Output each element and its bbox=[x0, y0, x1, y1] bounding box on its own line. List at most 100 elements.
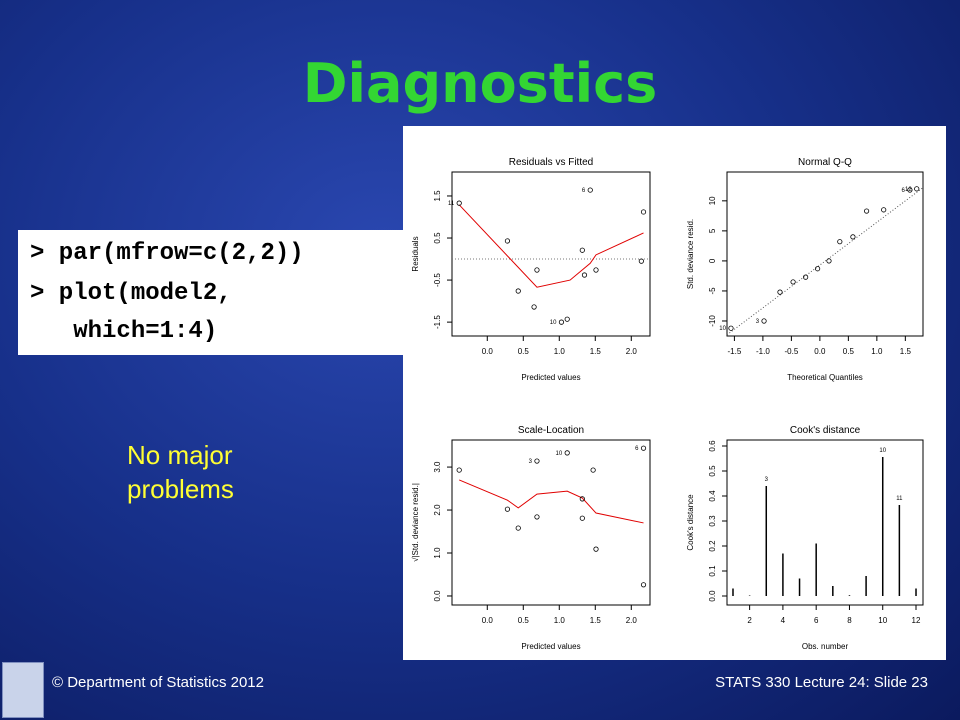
y-tick-label: 1.0 bbox=[433, 547, 442, 559]
x-tick-label: 1.5 bbox=[900, 347, 912, 356]
point bbox=[515, 288, 521, 294]
point bbox=[728, 325, 734, 331]
x-tick-label: 2.0 bbox=[626, 616, 638, 625]
y-axis-label: √|Std. deviance resid.| bbox=[411, 483, 420, 562]
point bbox=[564, 450, 570, 456]
point bbox=[579, 496, 585, 502]
point bbox=[534, 514, 540, 520]
point bbox=[761, 318, 767, 324]
x-axis-label: Obs. number bbox=[802, 642, 849, 651]
x-tick-label: 1.0 bbox=[871, 347, 883, 356]
plot-title: Cook's distance bbox=[790, 425, 861, 436]
point-label: 6 bbox=[635, 446, 639, 452]
point bbox=[850, 234, 856, 240]
plot-title: Normal Q-Q bbox=[798, 157, 852, 168]
smooth-line bbox=[458, 204, 644, 288]
x-tick-label: 8 bbox=[847, 616, 852, 625]
point-label: 11 bbox=[896, 496, 903, 502]
point bbox=[579, 247, 585, 253]
point bbox=[790, 279, 796, 285]
point bbox=[907, 187, 913, 193]
point-label: 10 bbox=[556, 451, 563, 457]
code-line: > plot(model2, bbox=[30, 280, 232, 307]
code-box: > par(mfrow=c(2,2)) > plot(model2, which… bbox=[18, 230, 404, 355]
point-label: 3 bbox=[765, 477, 769, 483]
y-tick-label: -10 bbox=[708, 315, 717, 327]
point bbox=[638, 258, 644, 264]
x-tick-label: 0.0 bbox=[814, 347, 826, 356]
plot-title: Residuals vs Fitted bbox=[509, 157, 593, 168]
point bbox=[881, 207, 887, 213]
x-tick-label: 1.5 bbox=[590, 616, 602, 625]
y-tick-label: 10 bbox=[708, 196, 717, 205]
x-tick-label: 0.5 bbox=[518, 347, 530, 356]
point bbox=[564, 316, 570, 322]
y-tick-label: -0.5 bbox=[433, 273, 442, 287]
point bbox=[640, 445, 647, 451]
x-tick-label: 10 bbox=[878, 616, 887, 625]
y-tick-label: 0.6 bbox=[708, 440, 717, 452]
point bbox=[456, 467, 462, 473]
y-axis-label: Residuals bbox=[411, 236, 420, 271]
x-axis-label: Predicted values bbox=[521, 642, 580, 651]
point bbox=[504, 506, 511, 512]
point bbox=[593, 546, 599, 552]
x-tick-label: 0.5 bbox=[843, 347, 855, 356]
x-tick-label: -1.0 bbox=[756, 347, 770, 356]
slide-title: Diagnostics bbox=[302, 52, 658, 115]
y-tick-label: -5 bbox=[708, 287, 717, 295]
x-axis-label: Predicted values bbox=[521, 373, 580, 382]
x-axis-label: Theoretical Quantiles bbox=[787, 373, 863, 382]
plot-frame bbox=[726, 439, 924, 606]
x-tick-label: 6 bbox=[814, 616, 819, 625]
point-label: 3 bbox=[756, 319, 760, 325]
y-axis-label: Cook's distance bbox=[686, 494, 695, 551]
smooth-line bbox=[459, 479, 644, 524]
x-tick-label: 2 bbox=[747, 616, 752, 625]
y-tick-label: 2.0 bbox=[433, 504, 442, 516]
y-tick-label: 5 bbox=[708, 228, 717, 233]
x-tick-label: 4 bbox=[781, 616, 786, 625]
y-tick-label: 0.3 bbox=[708, 515, 717, 527]
y-axis-label: Std. deviance resid. bbox=[686, 219, 695, 289]
footer-right: STATS 330 Lecture 24: Slide 23 bbox=[715, 674, 928, 691]
point bbox=[504, 238, 511, 244]
point-label: 6 bbox=[582, 188, 586, 194]
y-tick-label: 3.0 bbox=[433, 461, 442, 473]
point bbox=[863, 208, 870, 214]
x-tick-label: 0.0 bbox=[482, 347, 494, 356]
plot-background bbox=[403, 126, 946, 660]
y-tick-label: -1.5 bbox=[433, 315, 442, 329]
point bbox=[587, 187, 593, 193]
point bbox=[558, 319, 565, 325]
x-tick-label: 1.0 bbox=[554, 616, 566, 625]
y-tick-label: 1.5 bbox=[433, 190, 442, 202]
y-tick-label: 0.5 bbox=[433, 232, 442, 244]
y-tick-label: 0.0 bbox=[433, 590, 442, 602]
point-label: 6 bbox=[902, 188, 906, 194]
point-label: 11 bbox=[448, 201, 455, 207]
x-tick-label: 0.0 bbox=[482, 616, 494, 625]
point-label: 10 bbox=[550, 320, 557, 326]
point bbox=[515, 525, 521, 531]
y-tick-label: 0.1 bbox=[708, 565, 717, 577]
plots: Residuals vs Fitted Predicted values Resid… bbox=[403, 126, 946, 660]
point bbox=[777, 289, 783, 295]
x-tick-label: 12 bbox=[912, 616, 921, 625]
point bbox=[640, 582, 647, 588]
code-line: > par(mfrow=c(2,2)) bbox=[30, 240, 304, 267]
x-tick-label: 1.5 bbox=[590, 347, 602, 356]
qq-line bbox=[726, 187, 924, 336]
y-tick-label: 0.0 bbox=[708, 590, 717, 602]
plot-frame bbox=[726, 171, 924, 337]
x-tick-label: 0.5 bbox=[518, 616, 530, 625]
point bbox=[531, 304, 537, 310]
point-label: 12 bbox=[905, 187, 912, 193]
point-label: 3 bbox=[529, 459, 533, 465]
point bbox=[456, 200, 462, 206]
y-tick-label: 0.2 bbox=[708, 540, 717, 552]
x-tick-label: 1.0 bbox=[554, 347, 566, 356]
x-tick-label: -1.5 bbox=[728, 347, 742, 356]
y-tick-label: 0.5 bbox=[708, 465, 717, 477]
